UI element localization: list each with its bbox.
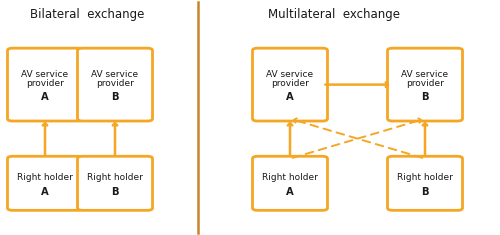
FancyBboxPatch shape [78, 48, 152, 121]
Text: B: B [111, 187, 119, 197]
Text: B: B [111, 92, 119, 102]
Text: provider: provider [26, 79, 64, 88]
Text: provider: provider [96, 79, 134, 88]
Text: A: A [286, 92, 294, 102]
Text: AV service: AV service [402, 70, 448, 79]
FancyBboxPatch shape [252, 48, 328, 121]
Text: A: A [41, 92, 49, 102]
Text: B: B [421, 92, 429, 102]
Text: Right holder: Right holder [397, 173, 453, 182]
Text: Bilateral  exchange: Bilateral exchange [30, 8, 144, 21]
FancyBboxPatch shape [388, 156, 462, 210]
Text: provider: provider [406, 79, 444, 88]
FancyBboxPatch shape [8, 156, 83, 210]
Text: Right holder: Right holder [87, 173, 143, 182]
Text: AV service: AV service [266, 70, 314, 79]
Text: A: A [286, 187, 294, 197]
Text: A: A [41, 187, 49, 197]
Text: Right holder: Right holder [262, 173, 318, 182]
Text: Multilateral  exchange: Multilateral exchange [268, 8, 400, 21]
Text: B: B [421, 187, 429, 197]
FancyBboxPatch shape [252, 156, 328, 210]
FancyBboxPatch shape [388, 48, 462, 121]
FancyBboxPatch shape [8, 48, 83, 121]
Text: AV service: AV service [92, 70, 138, 79]
Text: AV service: AV service [22, 70, 68, 79]
Text: provider: provider [271, 79, 309, 88]
FancyBboxPatch shape [78, 156, 152, 210]
Text: Right holder: Right holder [17, 173, 73, 182]
